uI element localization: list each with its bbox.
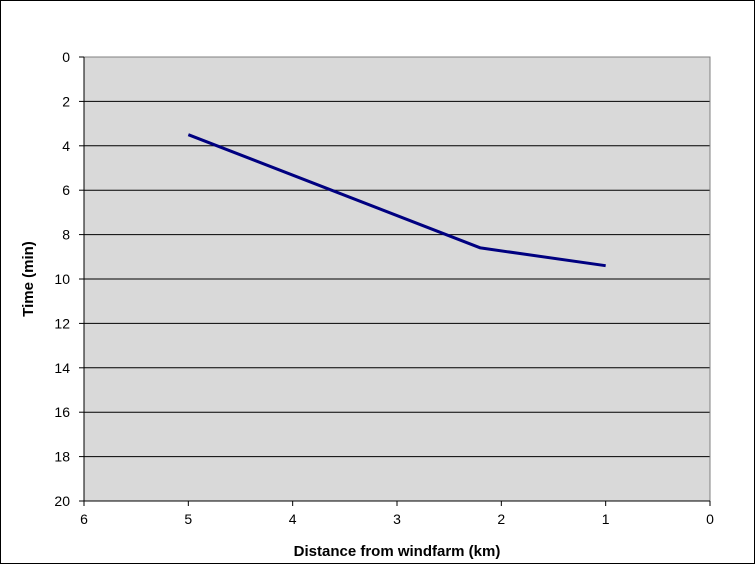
x-tick-label: 6 [80,511,88,527]
y-tick-label: 8 [62,227,70,243]
y-tick-label: 6 [62,182,70,198]
x-tick-label: 2 [497,511,505,527]
y-tick-label: 20 [54,493,70,509]
x-tick-label: 4 [289,511,297,527]
y-tick-label: 2 [62,93,70,109]
gridlines [84,100,710,458]
y-tick-labels: 0 2 4 6 8 10 12 14 16 18 20 [54,49,84,509]
y-tick-label: 0 [62,49,70,65]
x-tick-label: 3 [393,511,401,527]
y-tick-label: 4 [62,138,70,154]
y-tick-label: 10 [54,271,70,287]
x-tick-label: 0 [706,511,714,527]
x-tick-label: 1 [602,511,610,527]
x-tick-labels: 6 5 4 3 2 1 0 [80,501,714,527]
y-tick-label: 12 [54,315,70,331]
x-axis-title: Distance from windfarm (km) [294,543,501,560]
y-tick-label: 14 [54,360,70,376]
y-tick-label: 16 [54,404,70,420]
x-tick-label: 5 [184,511,192,527]
y-tick-label: 18 [54,449,70,465]
y-axis-title: Time (min) [20,241,37,317]
series-line-1 [187,133,606,268]
series-group [187,133,606,268]
